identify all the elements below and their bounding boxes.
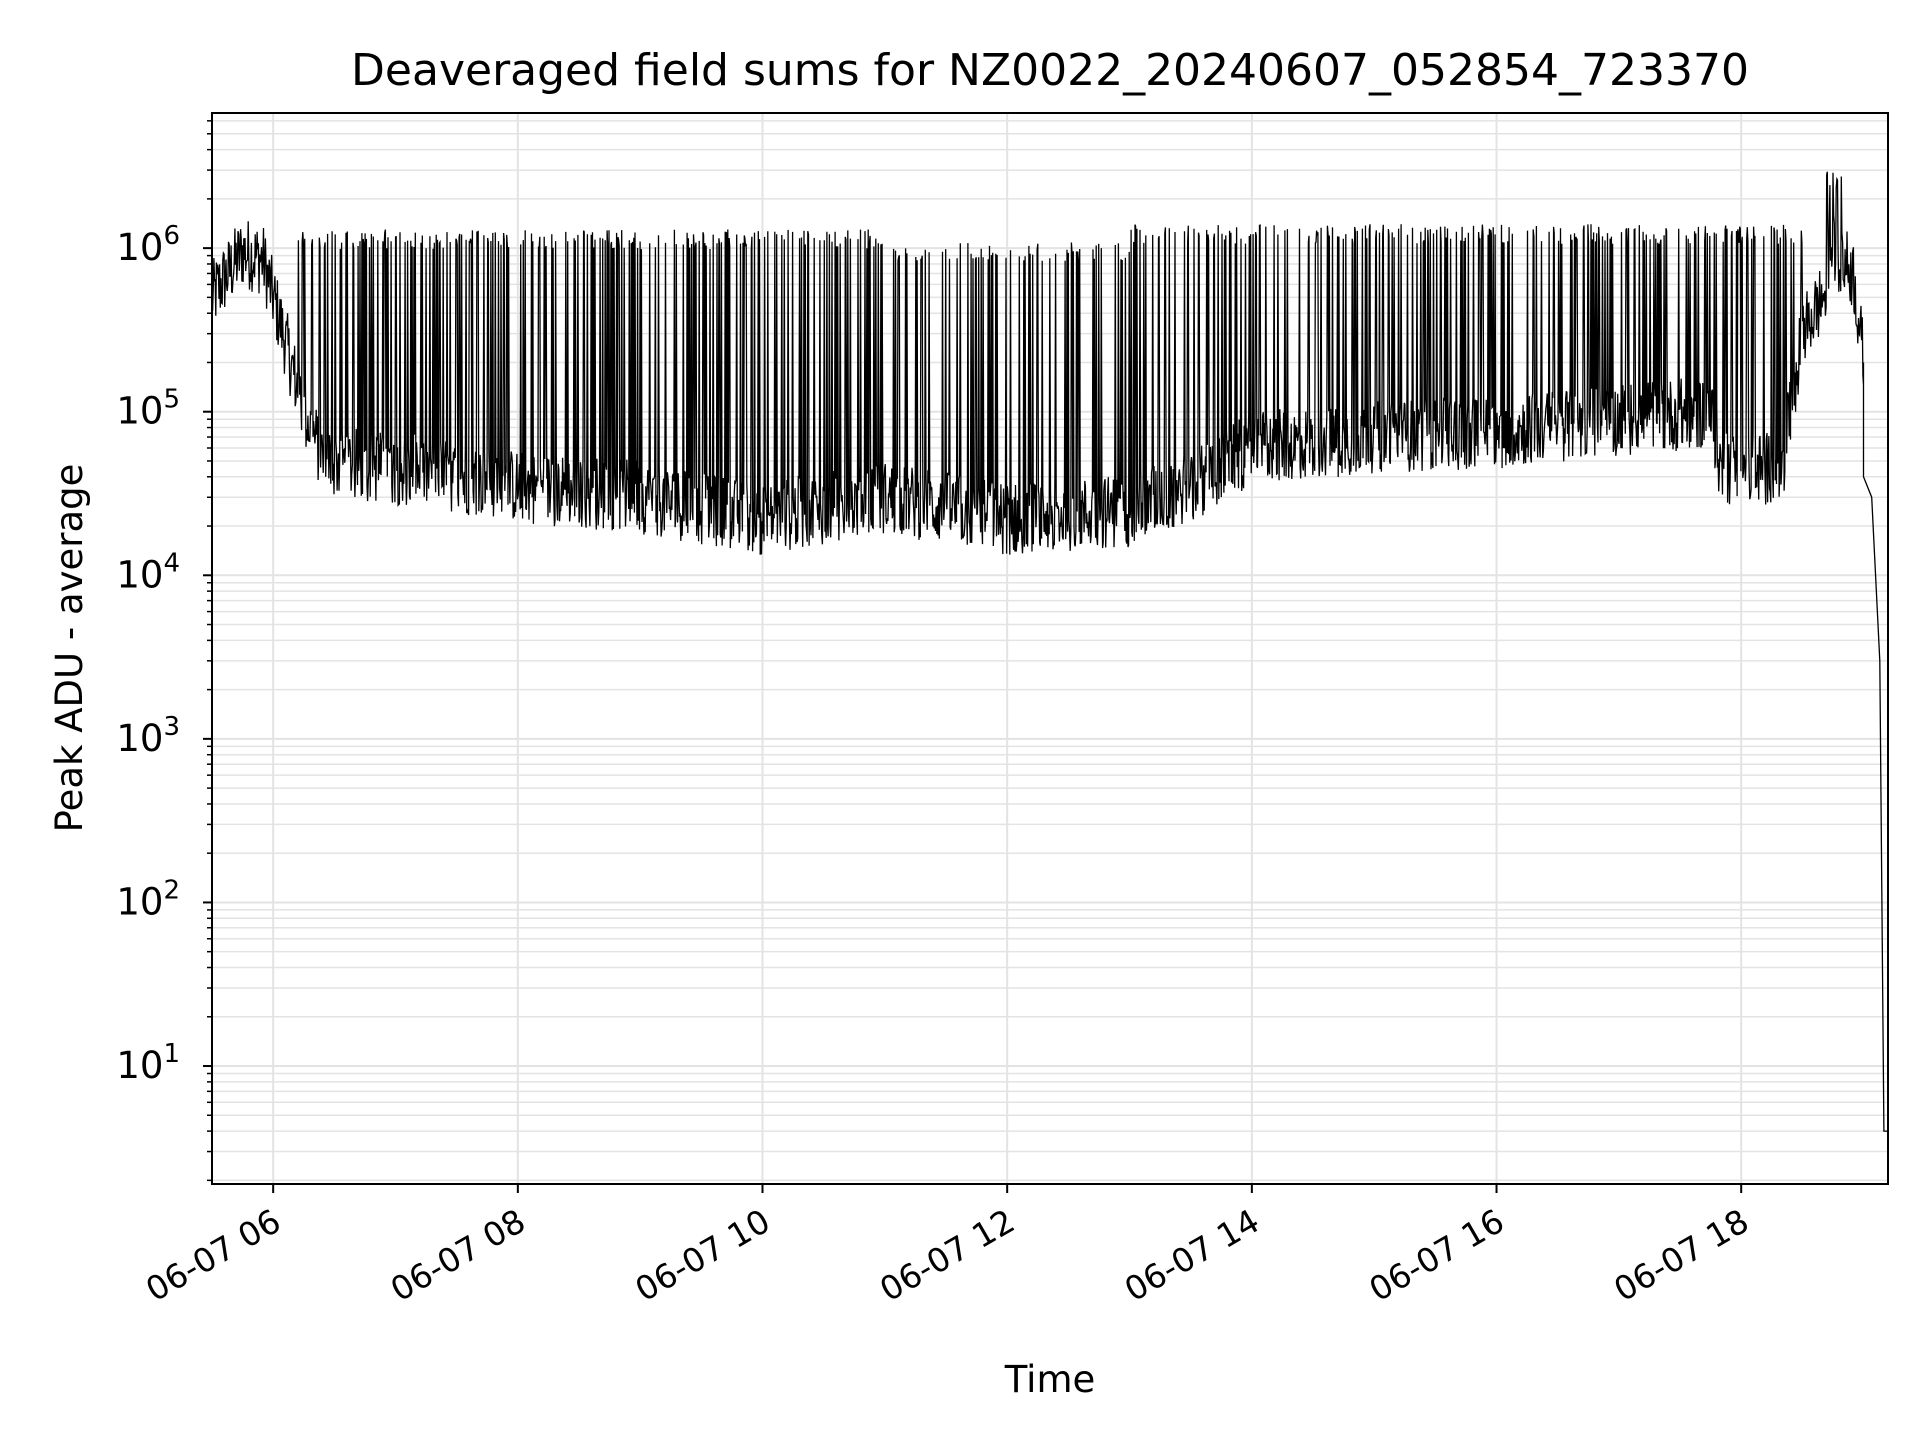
x-axis-label: Time [1004, 1358, 1096, 1401]
y-tick-label: 102 [116, 875, 180, 923]
y-tick-label: 106 [116, 221, 180, 269]
series-layer [212, 171, 1888, 1132]
grid [212, 113, 1888, 1184]
plot-frame [211, 112, 1889, 1185]
y-tick-label: 101 [116, 1039, 180, 1087]
y-axis-label: Peak ADU - average [48, 464, 91, 833]
y-tick-label: 105 [116, 385, 180, 433]
y-tick-label: 103 [116, 712, 180, 760]
series-line [212, 171, 1888, 1132]
chart-title: Deaveraged field sums for NZ0022_2024060… [351, 45, 1749, 96]
y-tick-label: 104 [116, 548, 180, 596]
